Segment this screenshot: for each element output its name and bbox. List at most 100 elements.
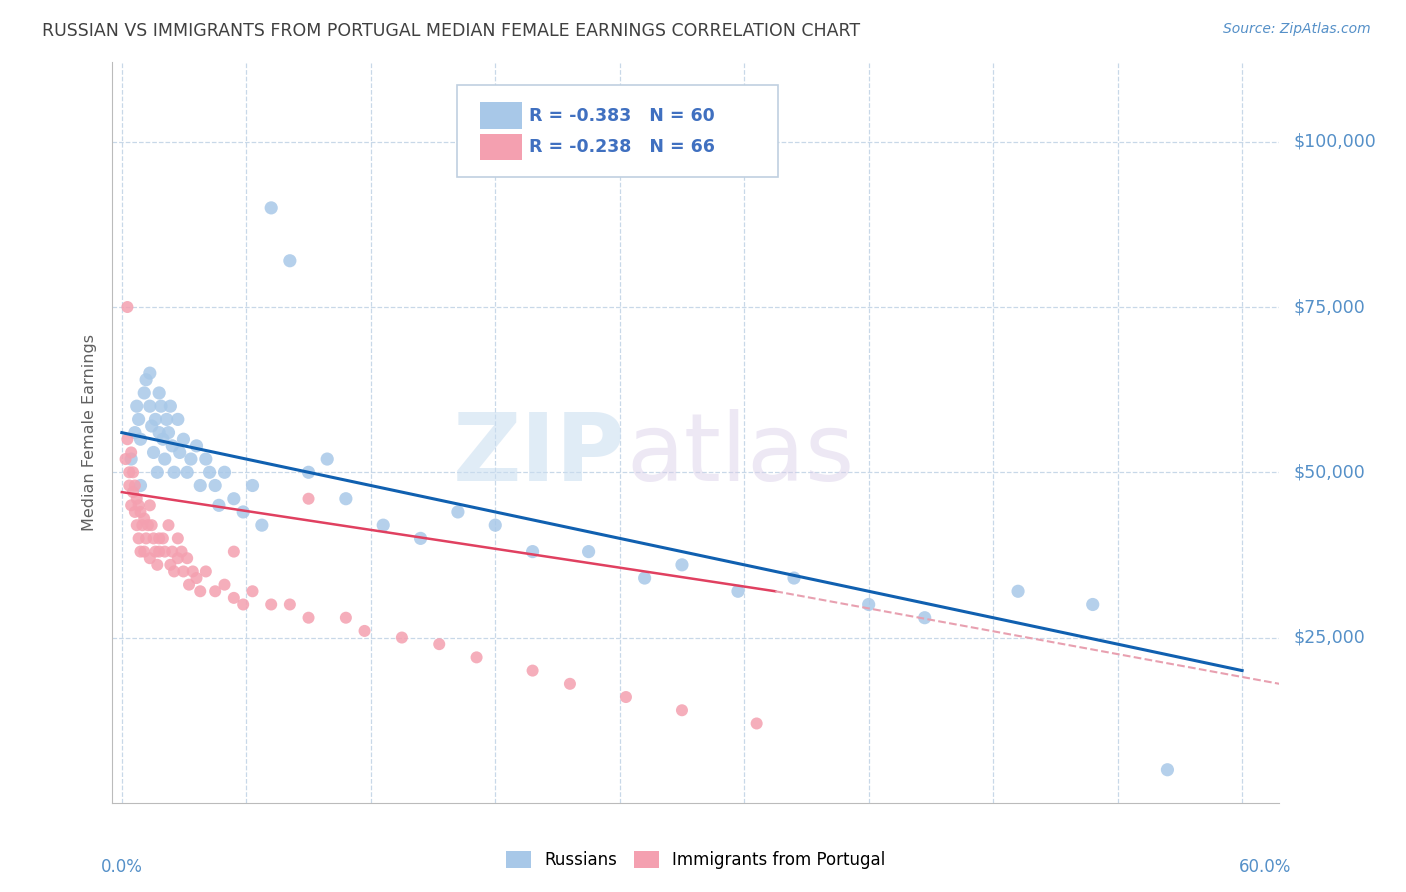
Point	[186, 439, 208, 453]
Point	[159, 399, 181, 413]
Text: $100,000: $100,000	[1294, 133, 1376, 151]
Point	[117, 300, 139, 314]
Point	[120, 499, 142, 513]
Point	[128, 412, 150, 426]
Point	[214, 465, 236, 479]
Point	[142, 445, 165, 459]
Point	[447, 505, 470, 519]
Point	[465, 650, 488, 665]
Point	[157, 425, 180, 440]
Point	[117, 432, 139, 446]
Text: $25,000: $25,000	[1294, 629, 1365, 647]
Point	[166, 532, 188, 546]
Point	[134, 386, 156, 401]
Text: 60.0%: 60.0%	[1239, 858, 1291, 876]
Point	[353, 624, 375, 638]
Point	[278, 598, 301, 612]
Point	[522, 544, 544, 558]
Point	[260, 598, 283, 612]
Text: atlas: atlas	[626, 409, 855, 500]
Point	[181, 565, 204, 579]
Text: 0.0%: 0.0%	[101, 858, 142, 876]
Point	[297, 491, 319, 506]
Point	[152, 532, 174, 546]
Point	[671, 558, 693, 572]
Point	[204, 478, 226, 492]
Point	[297, 610, 319, 624]
Point	[186, 571, 208, 585]
Legend: Russians, Immigrants from Portugal: Russians, Immigrants from Portugal	[499, 845, 893, 876]
Point	[139, 366, 162, 380]
Point	[131, 518, 153, 533]
Point	[250, 518, 273, 533]
Point	[134, 511, 156, 525]
Point	[163, 565, 186, 579]
Text: R = -0.383   N = 60: R = -0.383 N = 60	[529, 107, 714, 125]
Point	[169, 445, 191, 459]
Point	[163, 465, 186, 479]
Point	[166, 412, 188, 426]
Point	[170, 544, 193, 558]
Point	[222, 591, 245, 605]
Point	[118, 465, 141, 479]
Point	[160, 439, 183, 453]
Point	[260, 201, 283, 215]
Point	[316, 452, 339, 467]
FancyBboxPatch shape	[457, 85, 778, 178]
Point	[222, 544, 245, 558]
Point	[152, 432, 174, 446]
Point	[148, 386, 170, 401]
Point	[153, 452, 176, 467]
Point	[671, 703, 693, 717]
Point	[128, 499, 150, 513]
Point	[745, 716, 768, 731]
Point	[122, 485, 145, 500]
Point	[484, 518, 506, 533]
Point	[194, 452, 217, 467]
Point	[172, 432, 194, 446]
Text: RUSSIAN VS IMMIGRANTS FROM PORTUGAL MEDIAN FEMALE EARNINGS CORRELATION CHART: RUSSIAN VS IMMIGRANTS FROM PORTUGAL MEDI…	[42, 22, 860, 40]
Point	[427, 637, 450, 651]
Point	[188, 478, 211, 492]
Point	[214, 577, 236, 591]
Point	[335, 491, 357, 506]
Point	[125, 518, 148, 533]
Point	[129, 478, 152, 492]
Point	[633, 571, 655, 585]
FancyBboxPatch shape	[479, 103, 522, 129]
Point	[159, 558, 181, 572]
Point	[180, 452, 202, 467]
Point	[129, 544, 152, 558]
Point	[122, 465, 145, 479]
Point	[373, 518, 395, 533]
Point	[783, 571, 806, 585]
Point	[129, 432, 152, 446]
Point	[522, 664, 544, 678]
Text: $50,000: $50,000	[1294, 463, 1365, 482]
Point	[727, 584, 749, 599]
Point	[120, 445, 142, 459]
Point	[194, 565, 217, 579]
Point	[242, 478, 264, 492]
Point	[156, 412, 179, 426]
Point	[128, 532, 150, 546]
Point	[278, 253, 301, 268]
Point	[172, 565, 194, 579]
Point	[204, 584, 226, 599]
Point	[148, 532, 170, 546]
Point	[114, 452, 136, 467]
Point	[297, 465, 319, 479]
Point	[139, 551, 162, 566]
Point	[409, 532, 432, 546]
Point	[558, 677, 581, 691]
Point	[148, 425, 170, 440]
Point	[188, 584, 211, 599]
Text: R = -0.238   N = 66: R = -0.238 N = 66	[529, 138, 716, 156]
Point	[125, 399, 148, 413]
Point	[614, 690, 637, 704]
Point	[914, 610, 936, 624]
FancyBboxPatch shape	[479, 134, 522, 161]
Point	[335, 610, 357, 624]
Point	[146, 465, 169, 479]
Point	[1081, 598, 1104, 612]
